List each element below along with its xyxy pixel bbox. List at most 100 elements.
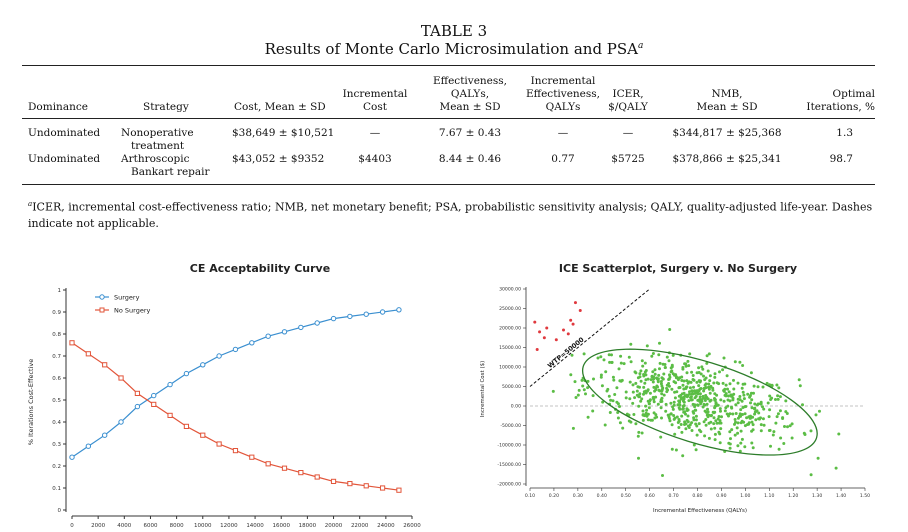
ice-point xyxy=(668,373,671,377)
ice-point xyxy=(712,416,716,420)
ceac-x-tick-label: 4000 xyxy=(117,523,131,529)
ice-point xyxy=(663,363,667,366)
ice-point xyxy=(608,360,612,364)
ceac-y-tick-label: 0.9 xyxy=(52,310,61,316)
ceac-point-no-surgery xyxy=(151,401,157,408)
ice-point xyxy=(685,379,689,383)
ice-point xyxy=(631,390,635,394)
ice-point xyxy=(739,414,742,418)
ice-point xyxy=(694,418,698,422)
ice-point xyxy=(728,446,732,450)
ice-point xyxy=(618,421,622,425)
ice-point xyxy=(704,418,708,421)
header-inc-eff-2: Effectiveness, xyxy=(525,88,601,100)
ceac-y-tick-label: 0.3 xyxy=(52,442,61,448)
ceac-line-surgery xyxy=(71,309,399,458)
ice-point xyxy=(669,401,673,405)
ice-wtp-label: WTP=50000 xyxy=(546,335,586,370)
ice-point xyxy=(639,369,643,373)
ice-point xyxy=(648,399,652,403)
row1-inc-eff: — xyxy=(557,127,569,139)
ice-point xyxy=(752,391,755,395)
ice-point xyxy=(713,372,717,376)
ice-point xyxy=(782,442,786,445)
ice-point xyxy=(718,370,721,374)
ice-x-tick-label: 1.40 xyxy=(836,493,846,499)
header-inc-eff-1: Incremental xyxy=(530,75,596,87)
table-caption-text: Results of Monte Carlo Microsimulation a… xyxy=(264,40,639,58)
table-header-rule xyxy=(22,118,875,119)
header-optimal-1: Optimal xyxy=(832,88,875,100)
ice-point xyxy=(586,415,590,419)
ice-point xyxy=(709,398,713,402)
ice-point xyxy=(709,427,713,431)
ice-point xyxy=(713,406,717,410)
ice-point xyxy=(692,378,696,382)
ice-point xyxy=(698,395,702,399)
row1-strategy-1: Nonoperative xyxy=(121,127,194,139)
ice-point xyxy=(690,389,694,393)
ice-point xyxy=(657,353,661,357)
footnote-line-1: ICER, incremental cost-effectiveness rat… xyxy=(32,200,873,214)
ice-point xyxy=(736,416,740,420)
ice-point xyxy=(643,361,647,365)
ice-point xyxy=(740,386,744,390)
ice-point xyxy=(677,394,681,398)
row2-optimal: 98.7 xyxy=(829,153,853,165)
ice-point xyxy=(655,376,658,380)
ice-point xyxy=(620,378,624,382)
ice-point xyxy=(759,423,763,427)
ice-point xyxy=(612,378,616,382)
ice-point-above-wtp xyxy=(554,338,558,342)
ice-point xyxy=(675,415,679,419)
ice-point xyxy=(551,389,555,393)
ice-point xyxy=(784,399,788,403)
ice-point xyxy=(681,407,685,410)
row1-optimal: 1.3 xyxy=(836,127,853,139)
ceac-point-surgery xyxy=(167,381,173,388)
ice-point xyxy=(702,420,706,424)
ice-point xyxy=(667,382,671,385)
ice-point xyxy=(651,380,655,384)
ceac-x-tick-label: 16000 xyxy=(272,523,290,529)
row2-inc-cost: $4403 xyxy=(358,153,392,165)
ice-point xyxy=(571,426,575,430)
ice-point xyxy=(611,399,615,403)
ice-point xyxy=(694,448,698,452)
ceac-chart: CE Acceptability Curve % Iterations Cost… xyxy=(27,262,421,529)
ice-point xyxy=(706,369,710,373)
ice-point xyxy=(722,356,726,360)
ice-point xyxy=(652,377,656,381)
ice-point xyxy=(631,401,635,405)
ice-point xyxy=(573,380,577,384)
ice-point xyxy=(582,388,586,392)
ceac-point-no-surgery xyxy=(85,351,91,357)
ice-point xyxy=(742,397,746,401)
ice-x-tick-label: 1.00 xyxy=(740,493,750,499)
ice-point xyxy=(628,397,632,401)
ice-point xyxy=(757,411,761,415)
ice-point xyxy=(749,416,752,420)
ice-point xyxy=(713,432,717,436)
ice-point xyxy=(639,399,643,403)
ceac-y-tick-label: 0.6 xyxy=(52,376,61,382)
ice-point xyxy=(788,424,792,428)
ice-point xyxy=(706,397,710,401)
ceac-point-surgery xyxy=(330,315,337,322)
ice-x-tick-label: 0.40 xyxy=(597,493,607,499)
ceac-axes: 0 0.1 0.2 0.3 0.4 0.5 0.6 0.7 0.8 0.9 1 0 2000 4000 60… xyxy=(52,288,421,529)
ice-point xyxy=(643,370,647,374)
row1-cost: $38,649 ± $10,521 xyxy=(232,127,335,139)
ceac-point-surgery xyxy=(265,333,271,339)
ice-point xyxy=(637,430,641,434)
ice-point xyxy=(687,399,691,403)
ice-point xyxy=(762,423,766,427)
ice-point xyxy=(715,421,719,425)
ceac-series xyxy=(69,307,402,493)
ice-point xyxy=(713,438,717,442)
ice-x-tick-label: 0.30 xyxy=(573,493,583,499)
ice-point xyxy=(777,386,781,390)
ice-point xyxy=(732,387,736,391)
ice-point xyxy=(719,427,723,431)
ceac-point-no-surgery xyxy=(216,441,222,447)
